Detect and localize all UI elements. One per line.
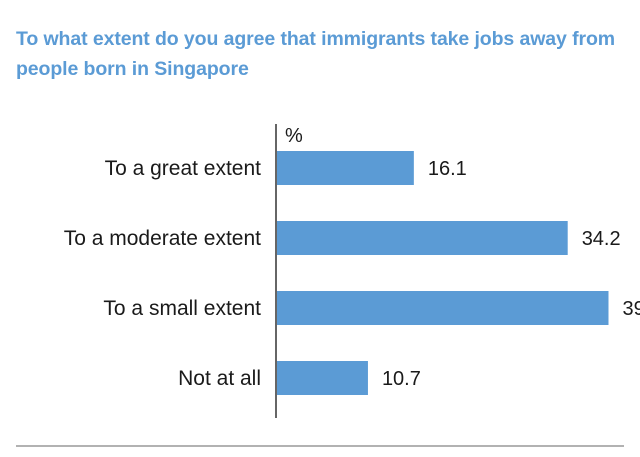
bar-0 <box>277 151 414 185</box>
value-label-3: 10.7 <box>382 368 421 390</box>
category-label-0: To a great extent <box>105 157 262 180</box>
category-label-3: Not at all <box>178 367 261 390</box>
value-label-0: 16.1 <box>428 158 467 180</box>
value-label-2: 39 <box>623 298 640 320</box>
value-label-1: 34.2 <box>582 228 621 250</box>
category-label-2: To a small extent <box>103 297 261 320</box>
chart-title: To what extent do you agree that immigra… <box>16 28 616 80</box>
bar-3 <box>277 361 368 395</box>
bar-1 <box>277 221 568 255</box>
unit-label: % <box>285 125 303 147</box>
category-label-1: To a moderate extent <box>64 227 261 250</box>
bar-2 <box>277 291 609 325</box>
